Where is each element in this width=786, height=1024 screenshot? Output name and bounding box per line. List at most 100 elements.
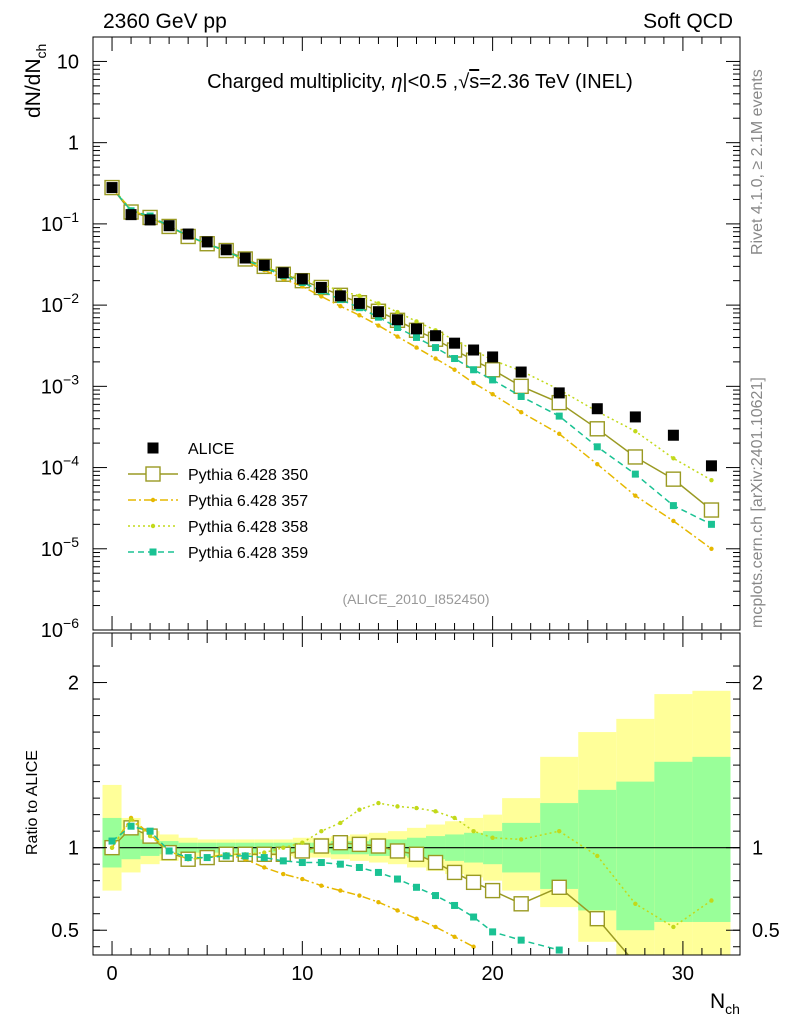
ratio-series-2-point bbox=[671, 924, 676, 930]
ratio-series-2-point bbox=[414, 805, 419, 811]
header-right: Soft QCD bbox=[643, 10, 733, 33]
ratio-series-0-point bbox=[427, 854, 444, 871]
main-series-3-point bbox=[376, 301, 381, 306]
main-series-1-point bbox=[484, 362, 501, 378]
ratio-series-0-point bbox=[513, 896, 529, 912]
main-series-2-point bbox=[557, 431, 562, 437]
ratio-ytick-label: 0.5 bbox=[51, 920, 79, 942]
ratio-series-2-point bbox=[557, 828, 562, 834]
main-ticks: 10 1 10−1 10−2 10−3 10−4 10−5 10−6 bbox=[41, 37, 741, 642]
ratio-series-0-point bbox=[370, 838, 387, 854]
ratio-series-1-point bbox=[452, 934, 457, 940]
ratio-ytick-label-right: 0.5 bbox=[752, 920, 780, 942]
main-series-4-point bbox=[631, 470, 639, 478]
legend-label: Pythia 6.428 359 bbox=[188, 545, 308, 562]
main-series-4-point bbox=[470, 366, 478, 374]
ratio-series-0-point bbox=[332, 835, 349, 851]
main-alice-point bbox=[258, 259, 270, 271]
main-series-4-point bbox=[432, 344, 440, 352]
main-series-2-point bbox=[518, 410, 524, 415]
main-alice-point bbox=[106, 182, 118, 194]
mcplots-label: mcplots.cern.ch [arXiv:2401.10621] bbox=[749, 377, 766, 628]
ratio-ticks: 0 10 20 30 0.5 0.5 1 1 2 2 bbox=[51, 633, 780, 985]
legend-label: Pythia 6.428 350 bbox=[188, 467, 308, 484]
ratio-series-0-point bbox=[628, 956, 642, 970]
ratio-series-1-point bbox=[338, 888, 343, 893]
main-series-2-point bbox=[633, 493, 638, 498]
main-series-4-point bbox=[393, 324, 401, 332]
ratio-series-0-point bbox=[446, 864, 463, 881]
main-series-4-point bbox=[555, 412, 563, 420]
legend-marker bbox=[147, 442, 159, 454]
ratio-series-1-point bbox=[300, 876, 305, 882]
ratio-series-2-point bbox=[395, 804, 400, 809]
xtick-label: 0 bbox=[106, 963, 117, 985]
main-alice-point bbox=[296, 273, 308, 285]
main-alice-point bbox=[667, 429, 679, 441]
main-alice-point bbox=[449, 337, 461, 349]
main-series-4-point bbox=[489, 376, 497, 384]
ratio-series-1-point bbox=[395, 908, 400, 913]
ratio-series-2-point bbox=[709, 898, 714, 903]
ratio-series-3-point bbox=[279, 857, 287, 865]
ratio-series-2-point bbox=[471, 828, 476, 834]
legend-label: ALICE bbox=[188, 441, 234, 458]
main-series-1-line bbox=[111, 187, 712, 511]
ratio-series-3-point bbox=[222, 852, 230, 860]
ratio-series-3-point bbox=[165, 847, 173, 855]
main-alice-point bbox=[125, 209, 137, 221]
ratio-series-2-point bbox=[262, 850, 267, 855]
main-series-4-point bbox=[517, 392, 525, 400]
legend-label: Pythia 6.428 357 bbox=[188, 493, 308, 510]
ratio-series-1-point bbox=[281, 871, 286, 877]
main-series-4-point bbox=[707, 520, 715, 528]
main-series-1-point bbox=[703, 502, 720, 518]
main-series-4-point bbox=[451, 355, 459, 363]
ratio-series-2-point bbox=[595, 853, 600, 859]
ratio-series-3-point bbox=[184, 854, 192, 862]
ratio-series-0-point bbox=[484, 882, 501, 899]
ratio-panel: 0 10 20 30 0.5 0.5 1 1 2 2 bbox=[51, 632, 780, 985]
xtick-label: 20 bbox=[481, 963, 503, 985]
main-series-3-point bbox=[357, 293, 362, 299]
main-ytick-label: 10 bbox=[57, 51, 79, 73]
main-series-2-point bbox=[338, 303, 343, 309]
main-alice-point bbox=[591, 403, 603, 415]
ratio-series-2-point bbox=[300, 840, 305, 845]
xlabel: Nch bbox=[710, 990, 740, 1017]
ratio-series-2-point bbox=[338, 820, 343, 826]
main-series-3-point bbox=[709, 477, 714, 483]
xtick-label: 10 bbox=[291, 963, 313, 985]
main-alice-point bbox=[315, 281, 327, 293]
ratio-series-3-point bbox=[241, 852, 249, 860]
main-series-4-point bbox=[413, 333, 420, 341]
main-ytick-label: 10−5 bbox=[41, 534, 79, 561]
ratio-series-3-point bbox=[203, 854, 211, 862]
main-alice-point bbox=[220, 244, 232, 256]
main-alice-point bbox=[201, 236, 213, 248]
ratio-series-3-point bbox=[413, 883, 420, 891]
main-series-3-point bbox=[414, 319, 419, 324]
ratio-series-1-point bbox=[433, 924, 438, 930]
ratio-series-0-point bbox=[313, 838, 330, 854]
ratio-ytick-label: 1 bbox=[68, 838, 79, 860]
main-series-2-point bbox=[319, 294, 324, 299]
ratio-series-2-point bbox=[376, 800, 381, 806]
main-series-4-point bbox=[593, 443, 601, 451]
ratio-series-1-point bbox=[357, 893, 362, 898]
ratio-series-3-point bbox=[489, 928, 497, 936]
main-alice-point bbox=[239, 252, 251, 264]
main-alice-point bbox=[430, 330, 442, 342]
ratio-series-3-point bbox=[108, 837, 116, 845]
main-alice-point bbox=[372, 306, 384, 318]
main-alice-point bbox=[163, 220, 175, 232]
ratio-series-2-point bbox=[281, 845, 286, 850]
ratio-marks bbox=[104, 800, 714, 970]
ratio-series-3-point bbox=[260, 854, 268, 862]
rivet-label: Rivet 4.1.0, ≥ 2.1M events bbox=[749, 69, 766, 255]
main-series-2-point bbox=[671, 518, 676, 524]
ratio-series-3-point bbox=[470, 913, 478, 921]
main-alice-point bbox=[487, 351, 499, 363]
ratio-series-0-point bbox=[408, 846, 425, 862]
